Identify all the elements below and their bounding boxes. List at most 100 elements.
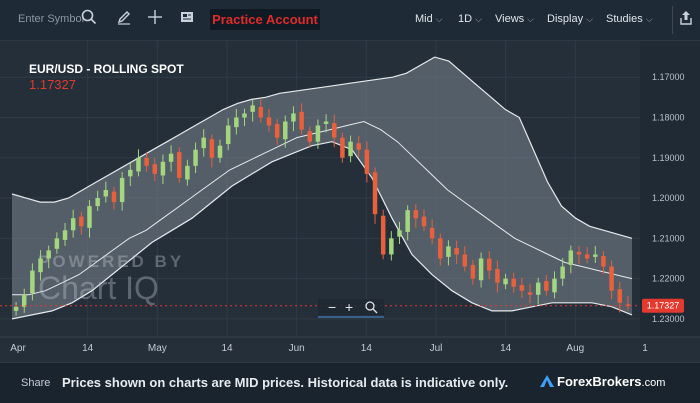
candle-body <box>356 143 361 150</box>
bollinger-middle-line <box>12 120 633 296</box>
candlestick <box>364 141 370 183</box>
chevron-down-icon: ⌵ <box>645 14 653 24</box>
zoom-in-button[interactable]: + <box>345 299 353 315</box>
candlestick <box>601 251 606 274</box>
candle-body <box>438 238 443 259</box>
brand-logo: ForexBrokers.com <box>540 374 665 389</box>
x-tick-label: Jun <box>289 343 305 354</box>
last-price-readout: 1.17327 <box>29 77 76 92</box>
candlestick <box>609 260 614 300</box>
y-axis: 1.23000 1.22000 1.21000 1.20000 1.19000 1.180… <box>652 72 685 324</box>
y-tick-label: 1.17000 <box>652 72 685 82</box>
candlestick <box>544 275 549 296</box>
zoom-out-button[interactable]: − <box>328 299 336 315</box>
x-tick-label: 1 <box>642 343 648 354</box>
y-axis-panel[interactable] <box>640 41 700 337</box>
candlestick <box>103 181 109 203</box>
candlestick <box>291 106 296 132</box>
candle-body <box>544 281 549 291</box>
candlestick <box>13 301 19 316</box>
candle-body <box>601 256 606 267</box>
candle-body <box>168 153 174 162</box>
candlestick <box>454 240 459 265</box>
candlestick <box>372 167 378 224</box>
candle-body <box>46 250 51 259</box>
news-icon[interactable] <box>176 9 198 31</box>
zoom-reset-icon[interactable] <box>365 301 378 314</box>
candle-body <box>70 218 76 231</box>
candlestick <box>462 245 468 272</box>
menu-period[interactable]: 1D ⌵ <box>458 13 482 25</box>
share-link[interactable]: Share <box>21 377 51 389</box>
menu-views[interactable]: Views ⌵ <box>495 13 534 25</box>
candle-body <box>503 278 508 285</box>
menu-mid[interactable]: Mid ⌵ <box>415 13 443 25</box>
candlestick <box>446 240 451 266</box>
candle-body <box>193 149 198 166</box>
candle-body <box>250 105 255 112</box>
candlestick <box>593 245 598 263</box>
candlestick <box>266 109 272 132</box>
candlestick <box>209 134 215 168</box>
pencil-icon[interactable] <box>113 9 135 31</box>
chevron-down-icon: ⌵ <box>586 14 593 24</box>
candlestick <box>54 232 60 254</box>
candle-body <box>462 254 468 267</box>
candle-body <box>217 145 223 158</box>
candle-body <box>617 289 623 303</box>
candlestick <box>234 109 239 135</box>
candlestick <box>128 162 133 186</box>
candlestick <box>185 159 190 186</box>
candle-body <box>560 266 565 279</box>
x-tick-label: 14 <box>500 343 512 354</box>
candle-body <box>54 238 60 249</box>
candlesticks <box>13 99 631 316</box>
candlestick <box>478 252 484 288</box>
top-toolbar: Enter Symbol Practice Account Mid ⌵ 1D ⌵ V… <box>0 0 700 41</box>
candlestick <box>584 247 590 264</box>
candlestick <box>225 118 231 151</box>
candle-body <box>527 292 533 295</box>
candle-body <box>87 206 92 228</box>
candlestick <box>119 171 125 211</box>
candlestick <box>576 245 582 265</box>
candlestick <box>250 99 255 122</box>
candle-body <box>397 230 402 237</box>
candle-body <box>242 113 247 118</box>
candle-body <box>519 285 525 291</box>
menu-studies[interactable]: Studies ⌵ <box>606 13 653 25</box>
candle-body <box>185 165 190 180</box>
menu-display[interactable]: Display ⌵ <box>547 13 593 25</box>
share-icon[interactable] <box>676 9 696 31</box>
candle-body <box>609 266 614 291</box>
candlestick <box>62 223 68 246</box>
candle-body <box>201 137 206 149</box>
y-tick-label: 1.20000 <box>652 193 685 203</box>
candle-body <box>535 282 541 295</box>
symbol-input[interactable]: Enter Symbol <box>18 13 85 25</box>
candlestick <box>421 209 427 232</box>
candle-body <box>470 264 476 279</box>
crosshair-icon[interactable] <box>144 9 166 31</box>
candlestick <box>46 245 51 269</box>
candle-body <box>209 139 215 158</box>
candlestick <box>495 260 500 293</box>
candle-body <box>478 258 484 281</box>
candle-body <box>315 125 321 142</box>
candlestick <box>307 126 313 148</box>
candle-body <box>38 258 43 273</box>
y-tick-label: 1.22000 <box>652 274 685 284</box>
candle-body <box>413 210 419 219</box>
candlestick <box>193 142 198 174</box>
candle-body <box>299 111 304 130</box>
x-tick-label: Jul <box>430 343 443 354</box>
search-icon[interactable] <box>78 9 100 31</box>
price-chart[interactable]: POWERED BY Chart IQ 1.23000 1.22000 1.2100… <box>0 41 700 362</box>
practice-account-badge[interactable]: Practice Account <box>210 9 320 30</box>
candlestick <box>429 219 435 245</box>
candle-body <box>568 250 574 265</box>
candlestick <box>486 251 492 280</box>
y-tick-label: 1.18000 <box>652 112 685 122</box>
candle-body <box>446 246 451 257</box>
x-tick-label: May <box>148 343 167 354</box>
